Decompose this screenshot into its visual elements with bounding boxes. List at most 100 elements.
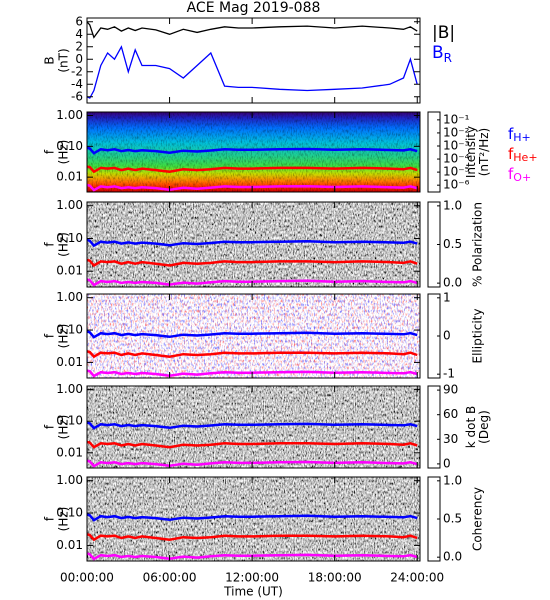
colorbar-label: (Deg)	[477, 410, 491, 444]
colorbar-label: Intensity	[464, 126, 478, 178]
y-axis-label: f	[43, 333, 57, 338]
cyclotron-line	[87, 146, 418, 155]
y-tick-label: 6	[75, 14, 83, 28]
colorbar-tick-label: 1.0	[443, 198, 462, 212]
y-axis-label: f	[43, 242, 57, 247]
y-axis-label: (Hz)	[57, 140, 71, 165]
cyclotron-line	[87, 183, 418, 192]
line	[87, 21, 418, 39]
cyclotron-line	[87, 330, 418, 339]
spectrogram	[87, 202, 420, 287]
y-tick-label: 0.10	[56, 139, 83, 153]
legend-entry: fHe+	[508, 145, 538, 165]
x-tick-label: 18:00:00	[308, 571, 362, 585]
colorbar-label: Ellipticity	[471, 309, 485, 364]
cyclotron-line	[87, 421, 418, 430]
colorbar-tick-label: 10⁻¹	[443, 112, 470, 126]
y-tick-label: -4	[71, 77, 83, 91]
chart-title: ACE Mag 2019-088	[187, 0, 321, 16]
y-axis-label: f	[43, 424, 57, 429]
legend-name: |B|	[432, 23, 455, 43]
y-axis-label: B	[43, 56, 57, 64]
y-tick-label: 0.01	[56, 170, 83, 184]
colorbar-tick-label: 10⁻⁶	[443, 178, 470, 192]
colorbar-label: k dot B	[464, 406, 478, 448]
y-tick-label: 0.10	[56, 323, 83, 337]
cyclotron-line	[87, 533, 418, 542]
y-axis-label: (Hz)	[57, 232, 71, 257]
colorbar-tick-label: 0	[443, 456, 451, 470]
cyclotron-line	[87, 350, 418, 359]
colorbar-label: (nT²/Hz)	[477, 128, 491, 176]
colorbar-tick-label: 1	[443, 290, 451, 304]
cyclotron-line	[87, 165, 418, 174]
plot-frame	[86, 476, 421, 562]
plot-frame	[86, 201, 421, 288]
spectrogram-texture	[87, 294, 420, 378]
y-tick-label: 0	[75, 52, 83, 66]
y-tick-label: 1.00	[56, 290, 83, 304]
colorbar-tick-label: 10⁻³	[443, 138, 470, 152]
y-tick-label: 0.01	[56, 538, 83, 552]
colorbar-tick-label: 0.0	[443, 550, 462, 564]
y-tick-label: -6	[71, 89, 83, 103]
y-tick-label: 1.00	[56, 198, 83, 212]
legend-name: f	[508, 165, 514, 183]
cyclotron-line	[87, 258, 418, 268]
x-tick-label: 00:00:00	[60, 571, 114, 585]
colorbar	[427, 111, 441, 193]
y-axis-label: (Hz)	[57, 324, 71, 349]
y-tick-label: 0.01	[56, 445, 83, 459]
cyclotron-line	[87, 369, 418, 378]
legend-sub: H+	[513, 131, 531, 144]
y-axis-label: f	[43, 149, 57, 154]
legend-entry: fH+	[508, 125, 531, 145]
y-tick-label: 0.10	[56, 231, 83, 245]
legend-sub: O+	[513, 171, 531, 184]
spectrogram-texture	[87, 112, 420, 192]
colorbar-tick-label: 0.0	[443, 276, 462, 290]
colorbar-tick-label: 10⁻²	[443, 125, 470, 139]
y-tick-label: -2	[71, 64, 83, 78]
x-axis-label: Time (UT)	[223, 585, 283, 599]
plot-frame	[86, 385, 421, 469]
colorbar-tick-label: 10⁻⁵	[443, 165, 470, 179]
spectrogram	[87, 386, 420, 468]
y-axis-label: (Hz)	[57, 415, 71, 440]
colorbar-tick-label: 0.5	[443, 512, 462, 526]
cyclotron-line	[87, 238, 418, 248]
colorbar-tick-label: 10⁻⁴	[443, 152, 470, 166]
colorbar-tick-label: 0	[443, 329, 451, 343]
y-tick-label: 0.01	[56, 264, 83, 278]
cyclotron-line	[87, 440, 418, 449]
cyclotron-line	[87, 459, 418, 468]
colorbar-tick-label: 1.0	[443, 473, 462, 487]
cyclotron-line	[87, 278, 418, 287]
y-tick-label: 2	[75, 39, 83, 53]
colorbar	[427, 385, 441, 469]
y-tick-label: 4	[75, 27, 83, 41]
y-axis-label: f	[43, 516, 57, 521]
x-tick-label: 24:00:00	[390, 571, 444, 585]
x-tick-label: 06:00:00	[143, 571, 197, 585]
colorbar-tick-label: -1	[443, 367, 455, 381]
y-axis-label: (Hz)	[57, 507, 71, 532]
colorbar-tick-label: 0.5	[443, 237, 462, 251]
plot-frame	[86, 111, 421, 193]
colorbar-label: % Polarization	[471, 202, 485, 287]
cyclotron-line	[87, 513, 418, 522]
y-axis-label: (nT)	[57, 48, 71, 72]
y-tick-label: 1.00	[56, 473, 83, 487]
y-tick-label: 0.10	[56, 506, 83, 520]
colorbar-tick-label: 90	[443, 383, 458, 397]
legend-sub: He+	[513, 151, 537, 164]
plot-frame	[86, 293, 421, 379]
legend-name: B	[432, 43, 444, 63]
y-tick-label: 1.00	[56, 108, 83, 122]
colorbar-tick-label: 30	[443, 432, 458, 446]
y-tick-label: 0.10	[56, 414, 83, 428]
line	[87, 45, 418, 99]
colorbar-label: Coherency	[471, 487, 485, 551]
cyclotron-line	[87, 552, 418, 561]
legend-entry: BR	[432, 43, 452, 65]
